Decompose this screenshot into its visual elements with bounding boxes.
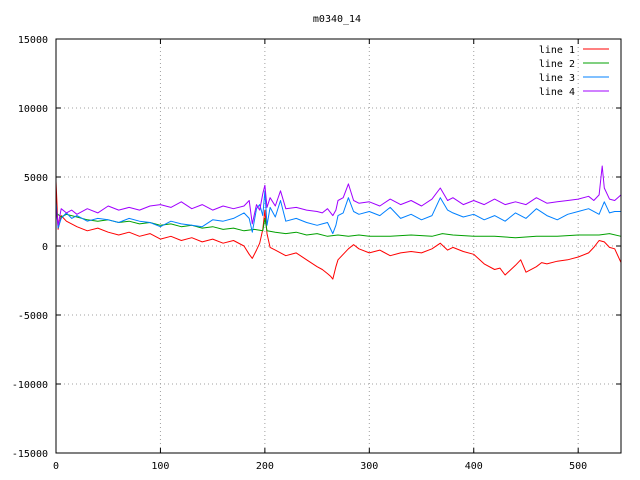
- x-tick-label: 500: [569, 461, 587, 472]
- x-tick-label: 0: [53, 461, 59, 472]
- grid-lines: [56, 39, 621, 453]
- series-line-4: [55, 165, 622, 226]
- axis-ticks: -15000 -10000 -5000 0 5000 10000 15000 0 100 200 3…: [12, 35, 621, 472]
- series-line-2: [55, 212, 622, 239]
- legend-label: line 3: [539, 73, 575, 84]
- legend-label: line 2: [539, 59, 575, 70]
- x-tick-label: 300: [360, 461, 378, 472]
- series-lines: [55, 165, 622, 280]
- series-line-3: [55, 190, 621, 235]
- x-tick-label: 400: [465, 461, 483, 472]
- y-tick-label: -15000: [12, 449, 48, 460]
- legend-label: line 1: [539, 45, 575, 56]
- y-tick-label: 15000: [18, 35, 48, 46]
- y-tick-label: 0: [42, 242, 48, 253]
- y-tick-label: -10000: [12, 380, 48, 391]
- legend: line 1 line 2 line 3 line 4: [539, 45, 609, 98]
- y-tick-label: 5000: [24, 173, 48, 184]
- x-tick-label: 200: [256, 461, 274, 472]
- chart-title: m0340_14: [313, 14, 361, 25]
- y-tick-label: -5000: [18, 311, 48, 322]
- legend-label: line 4: [539, 87, 575, 98]
- y-tick-label: 10000: [18, 104, 48, 115]
- series-line-1: [55, 181, 622, 280]
- x-tick-label: 100: [151, 461, 169, 472]
